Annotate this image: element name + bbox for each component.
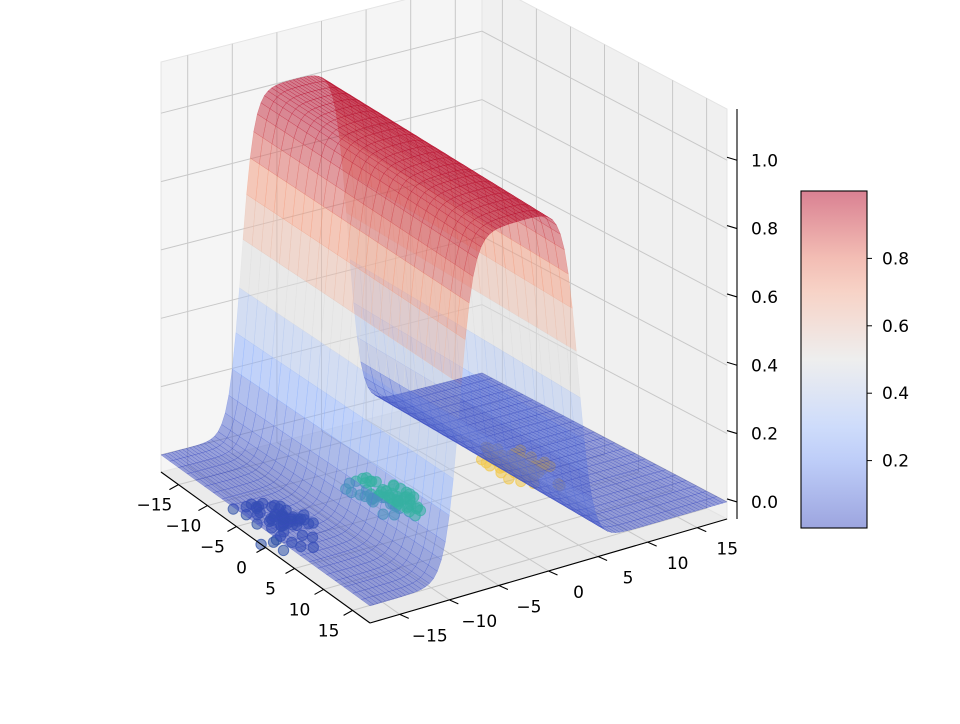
z-tick (726, 156, 738, 161)
colorbar-tick-label: 0.2 (882, 452, 909, 472)
y-tick (548, 570, 558, 576)
z-tick-label: 0.8 (751, 220, 778, 240)
x-tick (198, 505, 208, 512)
z-tick-label: 0.0 (751, 493, 778, 513)
z-tick (726, 361, 738, 366)
colorbar-frame (800, 190, 868, 529)
z-tick (726, 498, 738, 503)
x-tick (343, 609, 353, 616)
z-tick-label: 0.6 (751, 288, 778, 308)
y-tick (498, 584, 509, 590)
y-tick-label: −5 (516, 597, 541, 617)
y-tick (399, 613, 409, 619)
x-tick (256, 547, 266, 553)
scatter-point (387, 479, 400, 491)
colorbar-tick-label: 0.6 (882, 317, 909, 337)
z-tick (726, 430, 738, 435)
x-tick-label: −10 (165, 517, 201, 537)
y-tick (597, 556, 608, 562)
colorbar-tick-label: 0.8 (882, 249, 909, 269)
z-tick (726, 225, 738, 230)
x-tick-label: 5 (265, 579, 276, 599)
z-tick (726, 293, 738, 298)
surface-facet (712, 496, 728, 504)
scatter-point (267, 536, 280, 548)
z-tick-label: 0.4 (751, 356, 778, 376)
y-tick-label: −15 (412, 626, 448, 646)
x-tick-label: 15 (318, 621, 340, 641)
colorbar-gradient (801, 191, 867, 528)
x-tick (169, 484, 179, 491)
y-tick (647, 541, 657, 547)
z-tick-label: 0.2 (751, 425, 778, 445)
y-tick-label: 15 (716, 540, 738, 560)
surface-facet (432, 535, 446, 561)
y-tick-label: 5 (623, 569, 634, 589)
grid-line-x (352, 98, 708, 611)
y-tick (449, 599, 459, 605)
scatter-point (277, 544, 290, 557)
y-tick-label: 10 (667, 554, 689, 574)
z-tick-label: 1.0 (751, 151, 778, 171)
colorbar-tick-label: 0.4 (882, 384, 909, 404)
x-tick (227, 526, 237, 533)
scatter-point (398, 491, 411, 504)
x-tick (285, 567, 295, 574)
x-tick (314, 588, 324, 595)
y-tick-label: −10 (461, 612, 497, 632)
y-tick-label: 0 (573, 583, 584, 603)
x-tick-label: 10 (289, 600, 311, 620)
x-tick-label: 0 (236, 559, 247, 579)
x-tick-label: −5 (200, 538, 225, 558)
grid-line-z (160, 30, 728, 161)
y-tick (697, 527, 707, 533)
x-tick-label: −15 (136, 496, 172, 516)
